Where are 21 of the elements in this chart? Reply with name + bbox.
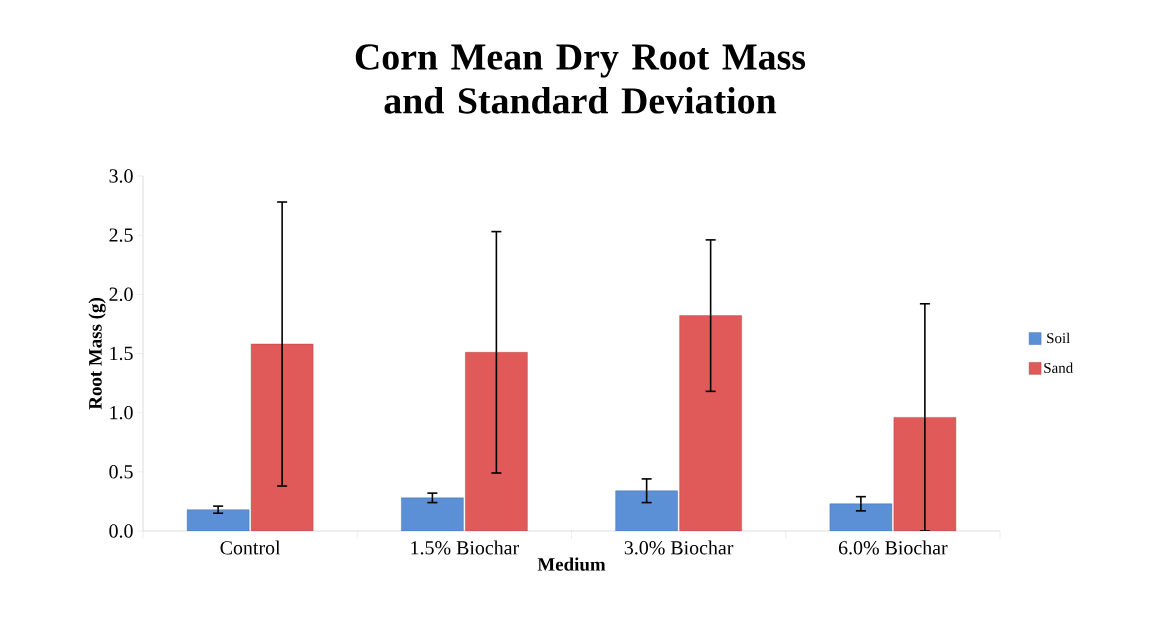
bar	[615, 490, 678, 531]
bar	[401, 497, 464, 531]
y-tick-label: 3.0	[109, 169, 133, 183]
legend-label: Sand	[1044, 362, 1073, 373]
x-tick-label: Control	[220, 540, 281, 555]
x-tick-label: 3.0% Biochar	[624, 540, 734, 555]
y-tick-label: 0.5	[109, 465, 133, 479]
y-tick-label: 2.0	[109, 287, 133, 302]
y-tick-label: 1.5	[110, 346, 133, 361]
y-tick-label: 1.0	[110, 405, 133, 420]
y-tick-label: 2.5	[109, 228, 133, 242]
legend-label: Soil	[1047, 332, 1070, 344]
x-tick-label: 1.5% Biochar	[411, 540, 519, 555]
bar	[679, 315, 742, 531]
x-axis-title: Medium	[537, 557, 606, 571]
y-axis-title: Root Mass (g)	[88, 298, 106, 410]
bar	[186, 509, 250, 531]
y-tick-label: 0.0	[109, 524, 133, 538]
chart-title: Corn Mean Dry Root Mass and Standard Deviation	[355, 44, 806, 114]
bar	[829, 503, 893, 531]
x-tick-label: 6.0% Biochar	[838, 540, 948, 555]
